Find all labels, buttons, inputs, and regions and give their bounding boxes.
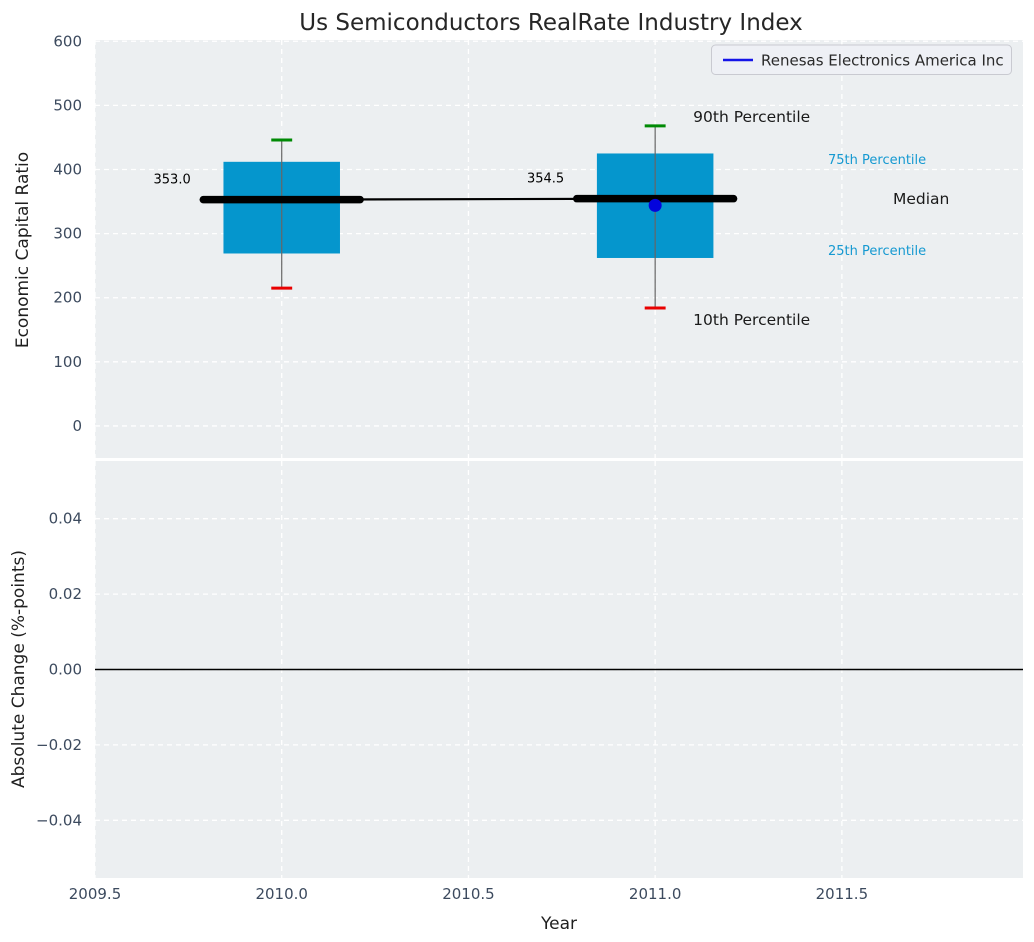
y-tick-label-top: 300: [53, 225, 82, 243]
annotation-median: Median: [893, 190, 949, 208]
legend-box: [711, 44, 1012, 75]
y-tick-label-top: 500: [53, 96, 82, 114]
annotation-p90: 90th Percentile: [693, 108, 810, 126]
y-axis-label-bottom: Absolute Change (%-points): [9, 550, 29, 788]
y-tick-label-top: 100: [53, 353, 82, 371]
x-tick-label: 2010.0: [255, 885, 308, 903]
median-value-label: 354.5: [527, 172, 564, 187]
median-value-label: 353.0: [154, 173, 191, 188]
y-tick-label-bottom: 0.02: [49, 585, 82, 603]
y-tick-label-bottom: 0.00: [49, 661, 82, 679]
legend-label: Renesas Electronics America Inc: [761, 52, 1004, 70]
y-tick-label-top: 0: [72, 417, 82, 435]
y-tick-label-bottom: −0.04: [36, 811, 82, 829]
y-tick-label-top: 200: [53, 289, 82, 307]
y-tick-label-top: 600: [53, 32, 82, 50]
x-tick-label: 2010.5: [442, 885, 495, 903]
x-tick-label: 2009.5: [69, 885, 122, 903]
x-axis-label: Year: [540, 914, 577, 934]
chart-title: Us Semiconductors RealRate Industry Inde…: [299, 10, 803, 36]
company-data-point: [648, 198, 662, 212]
y-tick-label-bottom: −0.02: [36, 736, 82, 754]
x-tick-label: 2011.5: [816, 885, 869, 903]
x-tick-label: 2011.0: [629, 885, 682, 903]
annotation-p25: 25th Percentile: [828, 244, 926, 259]
y-axis-label-top: Economic Capital Ratio: [13, 152, 33, 348]
annotation-p75: 75th Percentile: [828, 153, 926, 168]
legend: Renesas Electronics America Inc: [711, 44, 1012, 75]
boxplot-data: 353.0 354.5: [95, 124, 1023, 671]
gridlines: [94, 40, 1023, 878]
y-tick-label-top: 400: [53, 161, 82, 179]
y-tick-label-bottom: 0.04: [49, 510, 82, 528]
annotation-p10: 10th Percentile: [693, 311, 810, 329]
axis-ticks: 0 100 200 300 400 500 600 −0.04 −0.02 0.00 0.02 0.0…: [36, 32, 868, 903]
annotations: 90th Percentile 10th Percentile 75th Perce…: [693, 108, 949, 329]
